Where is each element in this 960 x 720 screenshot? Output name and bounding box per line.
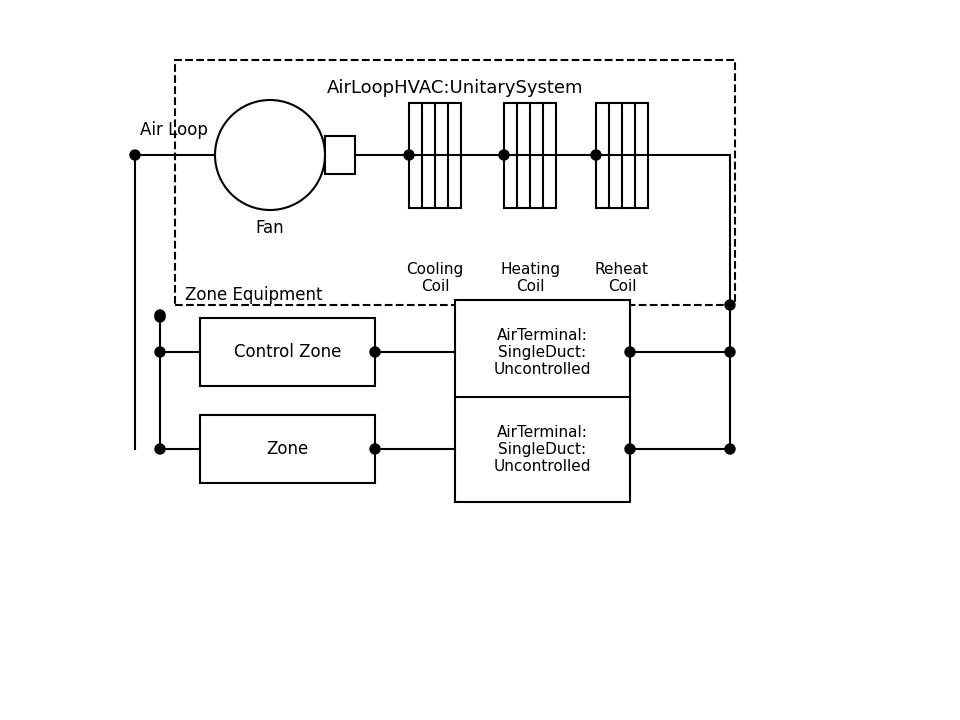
Text: Air Loop: Air Loop <box>140 121 208 139</box>
FancyBboxPatch shape <box>504 102 556 207</box>
Text: Heating
Coil: Heating Coil <box>500 262 560 294</box>
Circle shape <box>370 444 380 454</box>
Text: AirTerminal:
SingleDuct:
Uncontrolled: AirTerminal: SingleDuct: Uncontrolled <box>493 328 591 377</box>
FancyBboxPatch shape <box>175 60 735 305</box>
Circle shape <box>625 444 635 454</box>
Circle shape <box>370 347 380 357</box>
Text: Zone Equipment: Zone Equipment <box>185 286 323 304</box>
FancyBboxPatch shape <box>325 136 355 174</box>
FancyBboxPatch shape <box>596 102 648 207</box>
Circle shape <box>725 347 735 357</box>
Text: Control Zone: Control Zone <box>234 343 341 361</box>
Text: Fan: Fan <box>255 219 284 237</box>
FancyBboxPatch shape <box>409 102 461 207</box>
Text: AirLoopHVAC:UnitarySystem: AirLoopHVAC:UnitarySystem <box>326 79 584 97</box>
Circle shape <box>625 347 635 357</box>
Circle shape <box>499 150 509 160</box>
Text: Reheat
Coil: Reheat Coil <box>595 262 649 294</box>
Circle shape <box>155 312 165 322</box>
Circle shape <box>155 310 165 320</box>
Circle shape <box>155 347 165 357</box>
Circle shape <box>591 150 601 160</box>
FancyBboxPatch shape <box>455 397 630 502</box>
Text: Cooling
Coil: Cooling Coil <box>406 262 464 294</box>
Text: AirTerminal:
SingleDuct:
Uncontrolled: AirTerminal: SingleDuct: Uncontrolled <box>493 425 591 474</box>
FancyBboxPatch shape <box>455 300 630 405</box>
FancyBboxPatch shape <box>200 318 375 386</box>
Circle shape <box>725 444 735 454</box>
Circle shape <box>155 444 165 454</box>
Text: Zone: Zone <box>266 440 308 458</box>
FancyBboxPatch shape <box>200 415 375 483</box>
Circle shape <box>130 150 140 160</box>
Circle shape <box>404 150 414 160</box>
Circle shape <box>725 300 735 310</box>
